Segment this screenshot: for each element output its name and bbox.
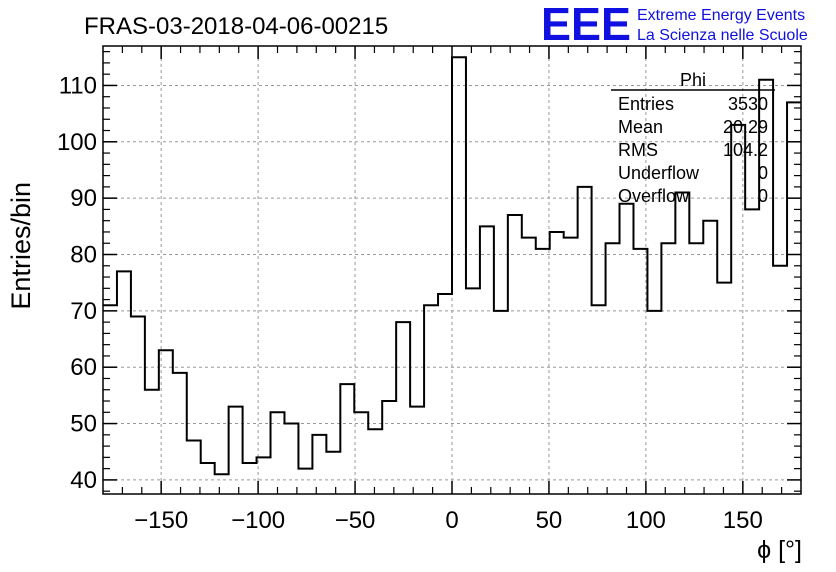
y-tick-label: 40 (70, 467, 97, 494)
y-tick-label: 110 (59, 72, 97, 99)
stats-row-label: RMS (618, 140, 658, 160)
x-tick-label: −150 (134, 507, 188, 534)
y-tick-label: 80 (70, 242, 97, 269)
y-tick-label: 70 (70, 298, 97, 325)
x-tick-label: 0 (445, 507, 458, 534)
x-tick-label: −100 (231, 507, 285, 534)
axis-ticks (103, 46, 801, 494)
y-axis-label: Entries/bin (6, 182, 36, 310)
x-tick-label: 50 (536, 507, 563, 534)
stats-row-label: Entries (618, 94, 674, 114)
y-tick-label: 60 (70, 354, 97, 381)
y-tick-label: 50 (70, 411, 97, 438)
stats-row-label: Underflow (618, 163, 700, 183)
y-tick-labels: 40 50 60 70 80 90 100 110 (57, 72, 97, 493)
y-tick-label: 90 (70, 185, 97, 212)
x-tick-label: −50 (335, 507, 376, 534)
x-tick-label: 150 (723, 507, 763, 534)
x-tick-labels: −150 −100 −50 0 50 100 150 (134, 507, 763, 534)
x-axis-label: ϕ [°] (757, 536, 802, 564)
x-tick-label: 100 (626, 507, 666, 534)
stats-box: Phi Entries 3530 Mean 20.29 RMS 104.2 Underflo… (611, 70, 775, 206)
eee-logo: EEE (541, 0, 631, 50)
stats-row-value: 0 (758, 163, 768, 183)
logo-caption-line2: La Scienza nelle Scuole (637, 27, 808, 44)
stats-row-value: 20.29 (723, 117, 768, 137)
histogram-series (103, 56, 801, 476)
stats-box-title: Phi (680, 70, 706, 90)
stats-row-value: 104.2 (723, 140, 768, 160)
stats-row-label: Overflow (618, 186, 690, 206)
stats-row-value: 3530 (728, 94, 768, 114)
y-tick-label: 100 (57, 129, 97, 156)
logo-caption-line1: Extreme Energy Events (637, 7, 805, 24)
stats-row-label: Mean (618, 117, 663, 137)
chart-title: FRAS-03-2018-04-06-00215 (84, 13, 388, 40)
stats-row-value: 0 (758, 186, 768, 206)
